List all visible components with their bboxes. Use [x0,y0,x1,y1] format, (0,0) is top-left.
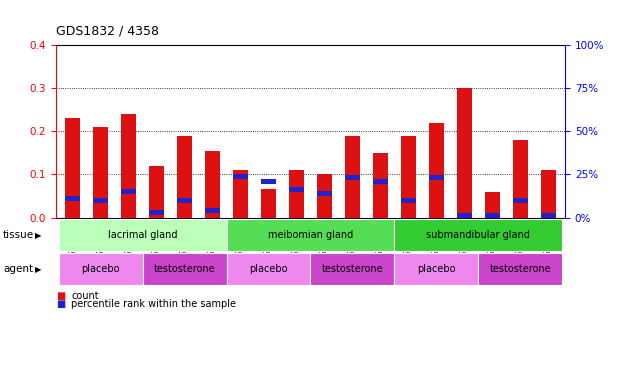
Text: placebo: placebo [81,264,120,274]
Bar [233,170,248,217]
Bar [317,191,332,196]
Bar [261,179,276,184]
Bar [261,189,276,217]
Text: agent: agent [3,264,34,274]
Text: lacrimal gland: lacrimal gland [108,230,178,240]
Bar [541,213,556,218]
Bar [401,136,416,218]
Bar [484,213,500,218]
Bar [345,136,360,218]
Bar [317,174,332,217]
Bar [93,198,108,203]
Bar [65,118,80,218]
Text: meibomian gland: meibomian gland [268,230,353,240]
Bar [484,192,500,217]
Bar [289,188,304,192]
Text: tissue: tissue [3,230,34,240]
Bar [373,179,388,184]
Bar [177,198,193,203]
Text: placebo: placebo [417,264,456,274]
Bar [65,196,80,201]
Text: ■: ■ [56,299,65,309]
Text: ▶: ▶ [35,231,41,240]
Text: testosterone: testosterone [489,264,551,274]
Text: ■: ■ [56,291,65,301]
Bar [205,151,220,217]
Bar [428,123,444,218]
Bar [456,88,472,218]
Text: ▶: ▶ [35,265,41,274]
Bar [513,198,528,203]
Bar [177,136,193,218]
Bar [401,198,416,203]
Bar [205,208,220,213]
Bar [149,166,165,218]
Bar [233,174,248,179]
Bar [428,175,444,180]
Text: count: count [71,291,99,301]
Text: placebo: placebo [249,264,288,274]
Text: testosterone: testosterone [154,264,215,274]
Bar [345,175,360,180]
Bar [541,170,556,217]
Bar [121,189,137,194]
Text: submandibular gland: submandibular gland [427,230,530,240]
Bar [373,153,388,218]
Bar [93,127,108,218]
Bar [456,213,472,218]
Bar [289,170,304,217]
Bar [513,140,528,218]
Text: percentile rank within the sample: percentile rank within the sample [71,299,237,309]
Text: GDS1832 / 4358: GDS1832 / 4358 [56,24,159,38]
Bar [121,114,137,218]
Bar [149,210,165,215]
Text: testosterone: testosterone [322,264,383,274]
